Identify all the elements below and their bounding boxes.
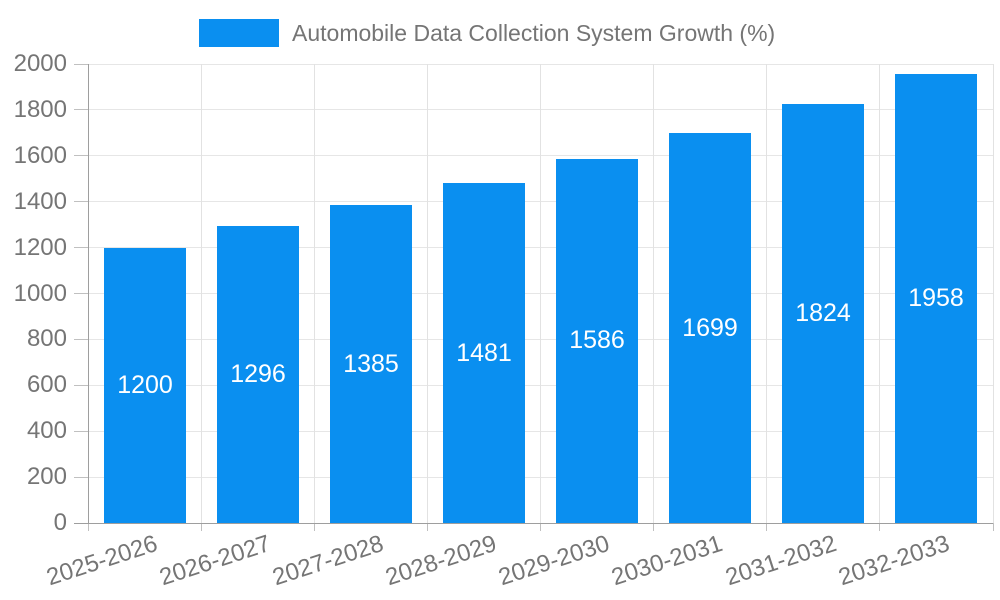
x-gridline [313,64,315,523]
y-axis-tick [74,109,88,111]
x-gridline [766,64,768,523]
bar-value-label: 1296 [230,359,286,388]
x-tick-label: 2027-2028 [269,530,387,592]
legend-swatch [199,19,279,47]
y-tick-label: 200 [26,463,67,491]
x-axis-tick [992,523,994,531]
x-tick-label: 2028-2029 [382,530,500,592]
bar-value-label: 1699 [682,313,738,342]
y-tick-label: 2000 [13,50,67,77]
y-axis-line [87,64,89,523]
y-axis-tick [74,430,88,432]
x-axis-tick [879,523,881,531]
x-axis-tick [313,523,315,531]
x-axis-tick [766,523,768,531]
y-tick-label: 1800 [13,95,67,123]
bar-value-label: 1385 [343,349,399,378]
x-axis-tick [540,523,541,531]
y-axis-tick [74,63,88,65]
bar-value-label: 1481 [456,338,512,367]
bar-value-label: 1586 [569,326,625,355]
bar[interactable]: 1699 [669,133,751,523]
x-axis-tick [653,523,655,531]
bar-value-label: 1958 [908,283,964,312]
y-tick-label: 400 [26,417,67,445]
bar[interactable]: 1385 [330,205,412,523]
y-axis-tick [74,476,88,478]
x-gridline [653,64,655,523]
y-axis-tick [74,247,88,249]
x-tick-label: 2031-2032 [721,530,840,592]
bar-value-label: 1824 [795,299,851,328]
x-gridline [200,64,202,523]
x-gridline [992,64,994,523]
x-gridline [426,64,428,523]
x-tick-label: 2026-2027 [156,530,274,592]
bar[interactable]: 1824 [782,104,864,523]
x-tick-label: 2032-2033 [834,530,953,592]
y-tick-label: 800 [26,325,67,353]
bar[interactable]: 1586 [556,159,638,523]
y-tick-label: 600 [26,371,67,399]
x-axis-tick [87,523,89,531]
y-axis-tick [74,293,88,294]
y-axis-tick [74,155,88,157]
bar[interactable]: 1296 [217,225,299,523]
bar-value-label: 1200 [117,370,173,399]
legend-label: Automobile Data Collection System Growth… [292,19,776,46]
bar[interactable]: 1200 [104,247,186,523]
x-gridline [540,64,541,523]
x-axis-tick [200,523,202,531]
y-tick-label: 1000 [13,279,67,307]
x-tick-label: 2025-2026 [43,530,161,592]
y-axis-tick [74,338,88,340]
y-axis-tick [74,384,88,386]
x-tick-label: 2029-2030 [495,530,614,592]
y-tick-label: 0 [53,509,67,536]
x-axis-line [74,522,993,524]
y-tick-label: 1600 [13,141,67,169]
x-gridline [879,64,881,523]
bar[interactable]: 1481 [443,183,525,523]
y-tick-label: 1400 [13,187,67,215]
x-tick-label: 2030-2031 [608,530,727,592]
x-axis-tick [426,523,428,531]
y-axis-tick [74,201,88,203]
y-tick-label: 1200 [13,233,67,261]
legend-item[interactable]: Automobile Data Collection System Growth… [199,19,775,47]
bar[interactable]: 1958 [895,73,977,523]
